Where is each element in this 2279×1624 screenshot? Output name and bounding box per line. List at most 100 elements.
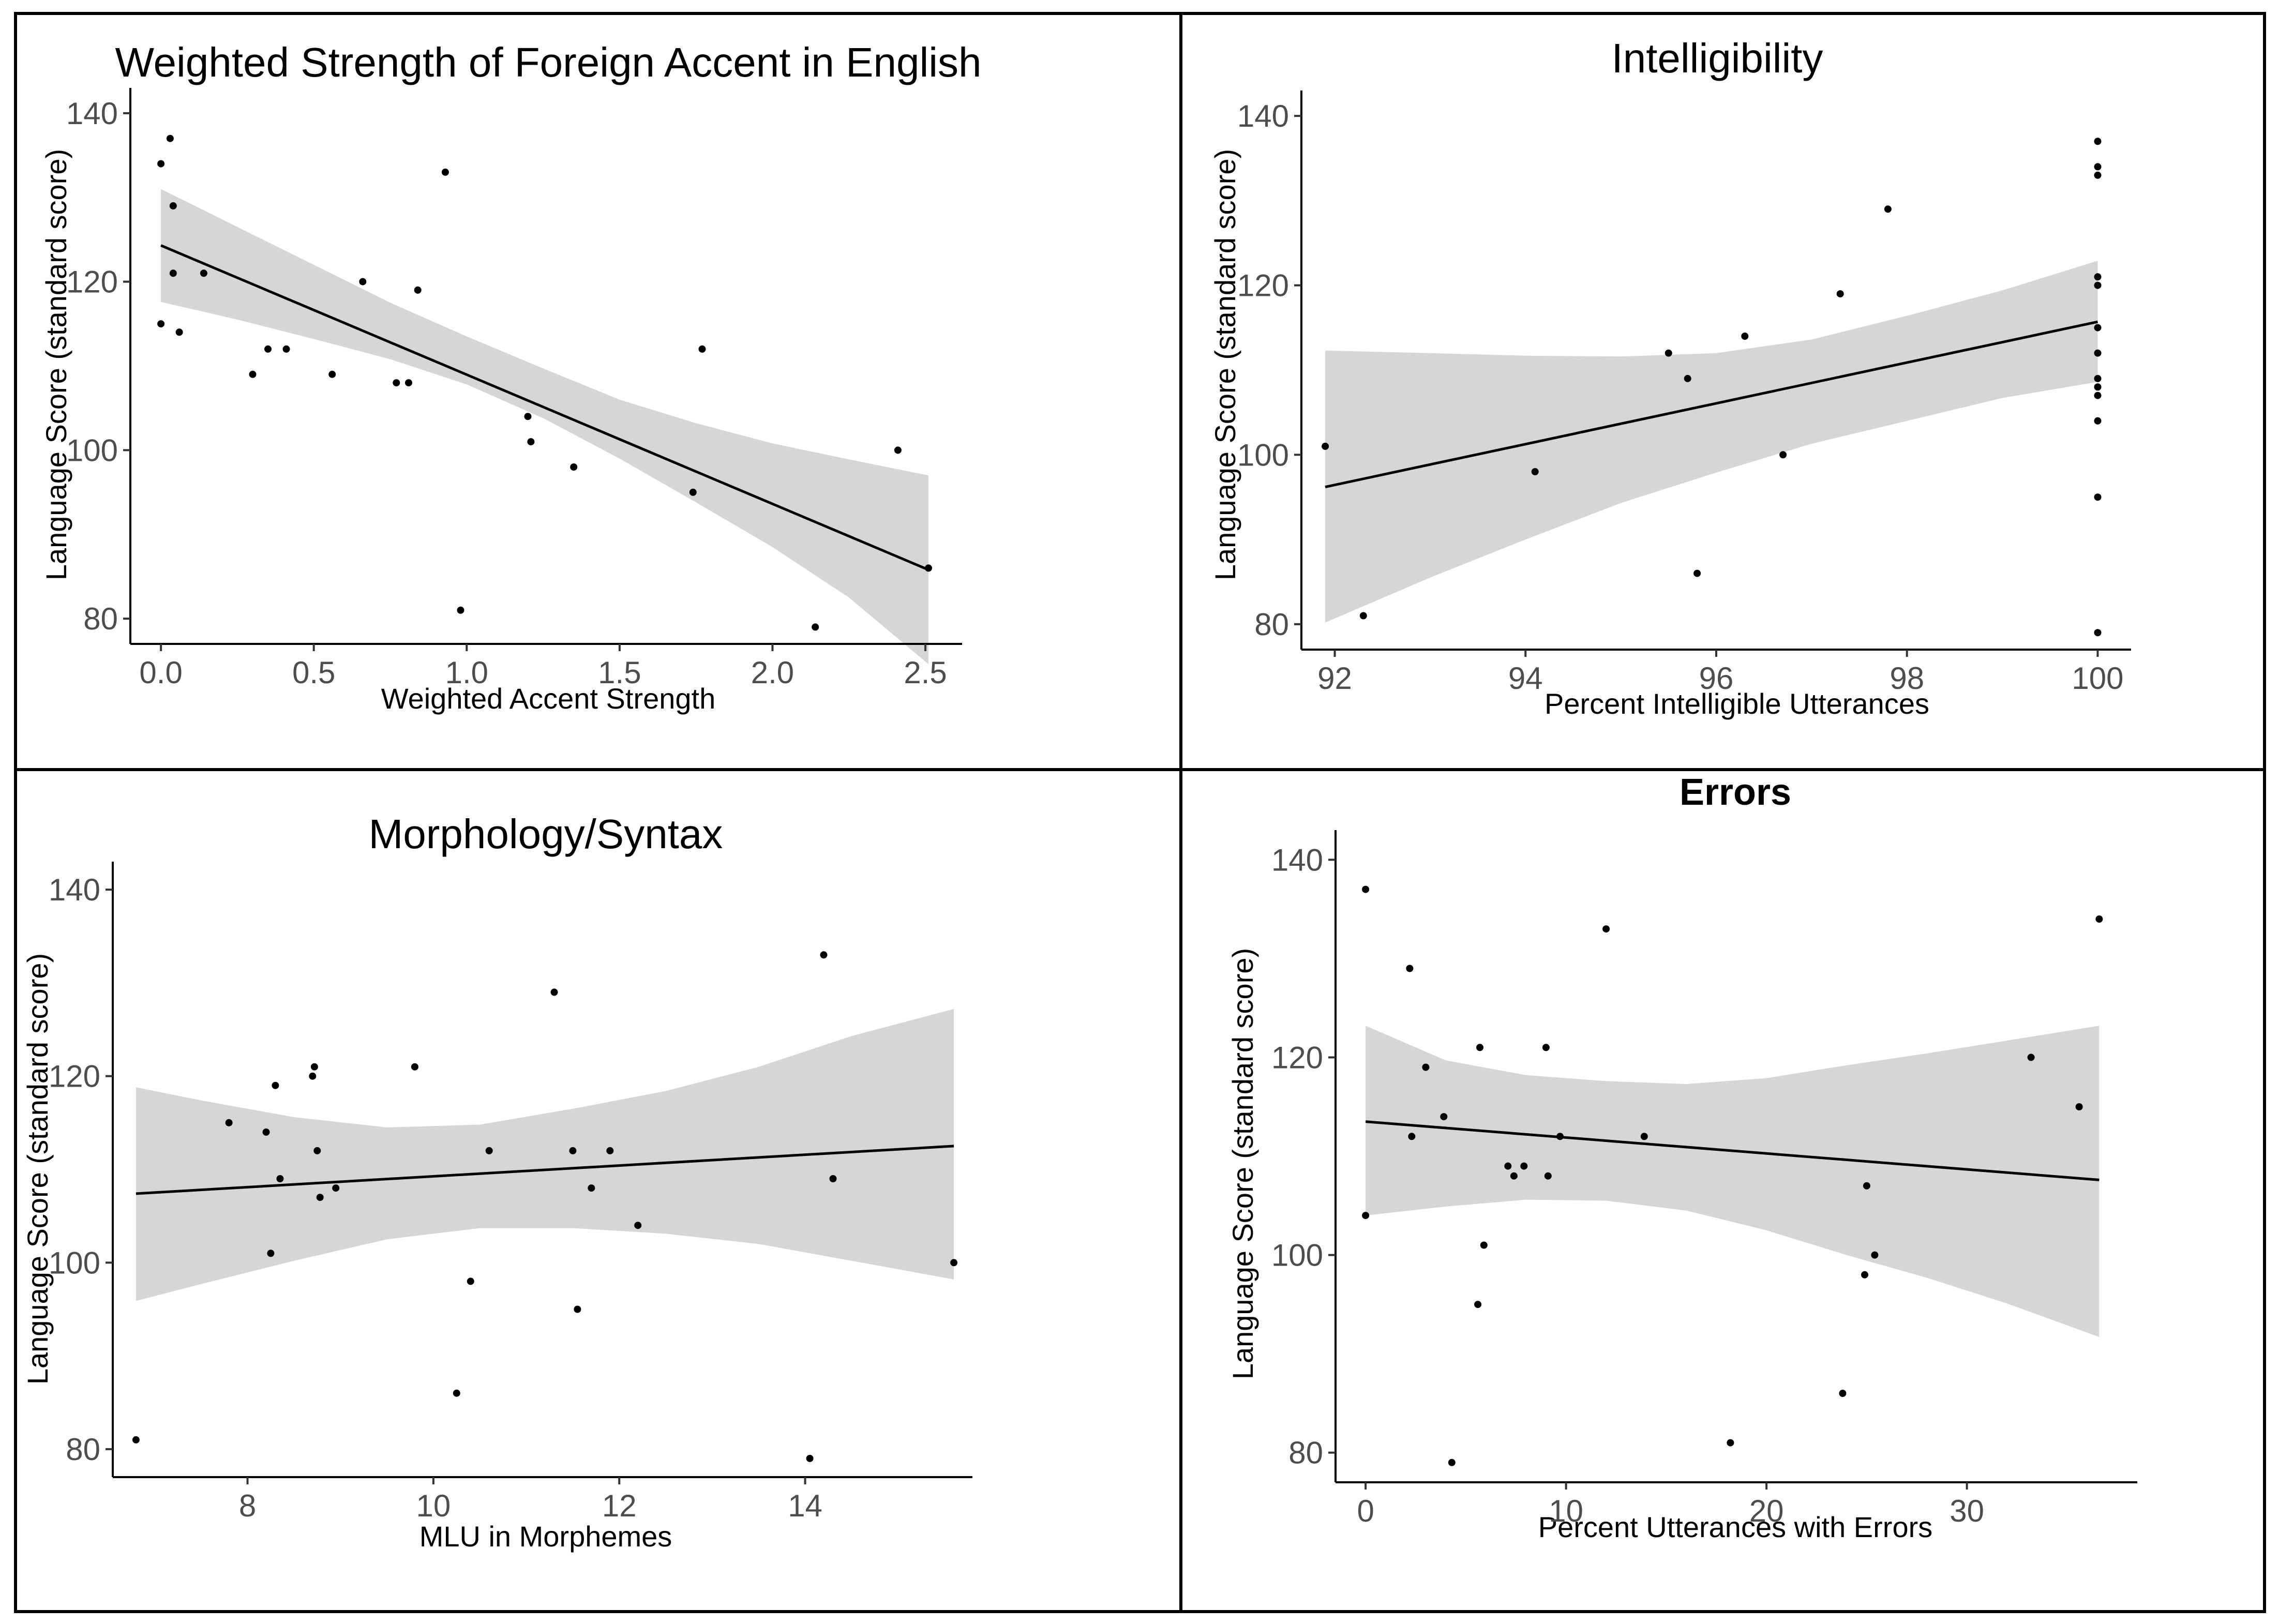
- x-axis-title: Weighted Accent Strength: [381, 682, 716, 715]
- data-point: [411, 1063, 418, 1071]
- y-tick-label: 140: [1237, 99, 1289, 133]
- x-tick-label: 10: [1549, 1494, 1583, 1528]
- data-point: [2094, 324, 2102, 332]
- data-point: [1861, 1271, 1868, 1279]
- data-point: [2094, 273, 2102, 281]
- regression-line: [1325, 320, 2098, 488]
- data-point: [820, 951, 828, 959]
- data-point: [169, 269, 177, 277]
- y-tick-label: 140: [66, 96, 118, 131]
- data-point: [1836, 290, 1844, 298]
- x-tick-label: 0.0: [139, 655, 182, 690]
- x-tick-label: 92: [1317, 661, 1352, 696]
- outer-frame: [14, 12, 2266, 1613]
- y-axis-title: Language Score (standard score): [1226, 948, 1259, 1379]
- data-point: [2094, 171, 2102, 179]
- y-tick-label: 100: [49, 1245, 100, 1280]
- y-tick-label: 80: [66, 1432, 100, 1467]
- x-axis-title: MLU in Morphemes: [419, 1520, 672, 1553]
- data-point: [1440, 1113, 1448, 1121]
- data-point: [169, 202, 177, 209]
- data-point: [570, 463, 578, 471]
- data-point: [550, 988, 558, 996]
- data-point: [806, 1454, 814, 1462]
- data-point: [2094, 629, 2102, 637]
- regression-line: [136, 1145, 954, 1195]
- panel-title: Intelligibility: [1611, 35, 1823, 81]
- x-tick-label: 10: [416, 1488, 451, 1523]
- data-point: [1322, 442, 1329, 450]
- data-point: [132, 1436, 140, 1443]
- data-point: [200, 269, 207, 277]
- data-point: [1448, 1458, 1456, 1466]
- data-point: [634, 1222, 642, 1229]
- data-point: [1871, 1251, 1879, 1259]
- y-tick-label: 100: [66, 433, 118, 468]
- x-tick-label: 1.5: [598, 655, 641, 690]
- y-tick-label: 80: [1288, 1436, 1323, 1470]
- y-tick-label: 140: [49, 873, 100, 907]
- data-point: [332, 1184, 340, 1192]
- x-tick-label: 12: [602, 1488, 637, 1523]
- data-point: [2094, 138, 2102, 145]
- data-point: [359, 278, 367, 285]
- x-tick-label: 96: [1699, 661, 1734, 696]
- data-point: [588, 1184, 595, 1192]
- y-tick-label: 120: [1237, 268, 1289, 303]
- data-point: [225, 1119, 233, 1126]
- data-point: [485, 1147, 493, 1154]
- x-tick-label: 100: [2072, 661, 2123, 696]
- data-point: [166, 134, 174, 142]
- data-point: [1480, 1241, 1488, 1249]
- x-axis-title: Percent Utterances with Errors: [1538, 1511, 1932, 1543]
- confidence-band: [1366, 1026, 2100, 1337]
- data-point: [316, 1194, 324, 1201]
- panel-title: Errors: [1680, 772, 1791, 813]
- data-point: [328, 370, 336, 378]
- data-point: [414, 286, 422, 294]
- x-tick-label: 0: [1357, 1494, 1374, 1528]
- data-point: [2094, 383, 2102, 391]
- data-point: [1531, 468, 1539, 475]
- data-point: [1684, 374, 1691, 382]
- data-point: [1741, 333, 1749, 340]
- data-point: [405, 379, 412, 387]
- y-tick-label: 80: [1254, 607, 1289, 642]
- data-point: [1884, 205, 1892, 213]
- data-point: [1665, 349, 1672, 357]
- x-tick-label: 2.0: [751, 655, 794, 690]
- x-tick-label: 8: [239, 1488, 256, 1523]
- data-point: [2094, 281, 2102, 289]
- data-point: [264, 345, 272, 353]
- data-point: [2094, 349, 2102, 357]
- data-point: [698, 345, 706, 353]
- data-point: [812, 623, 819, 631]
- data-point: [175, 328, 183, 336]
- data-point: [606, 1147, 614, 1154]
- data-point: [267, 1250, 275, 1257]
- y-axis-title: Language Score (standard score): [1209, 149, 1241, 580]
- panel-title: Morphology/Syntax: [369, 811, 723, 857]
- regression-line: [160, 244, 929, 571]
- confidence-band: [161, 189, 929, 665]
- data-point: [2094, 493, 2102, 501]
- x-tick-label: 0.5: [292, 655, 335, 690]
- regression-line: [1365, 1120, 2100, 1181]
- data-point: [441, 168, 449, 176]
- x-axis-title: Percent Intelligible Utterances: [1545, 687, 1929, 720]
- data-point: [457, 606, 464, 614]
- data-point: [689, 488, 697, 496]
- confidence-band: [136, 1009, 954, 1301]
- data-point: [393, 379, 400, 387]
- y-tick-label: 100: [1237, 438, 1289, 472]
- data-point: [1727, 1439, 1734, 1447]
- data-point: [2094, 392, 2102, 399]
- y-axis-title: Language Score (standard score): [40, 149, 72, 580]
- data-point: [1542, 1044, 1550, 1051]
- data-point: [262, 1128, 270, 1136]
- y-tick-label: 120: [1271, 1040, 1323, 1075]
- data-point: [1556, 1133, 1564, 1140]
- x-tick-label: 30: [1950, 1494, 1984, 1528]
